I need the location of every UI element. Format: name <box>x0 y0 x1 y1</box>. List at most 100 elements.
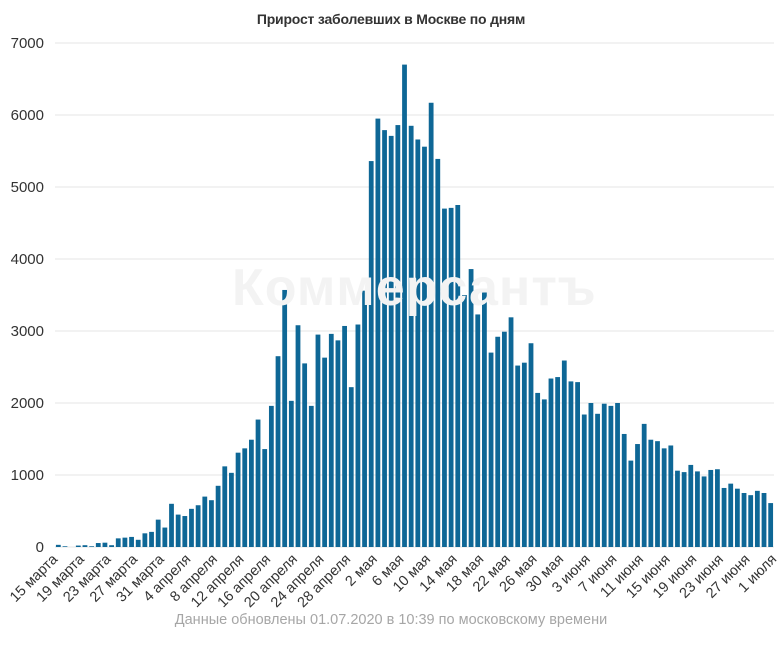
bar <box>355 324 361 547</box>
bar <box>129 536 134 547</box>
bar <box>488 352 494 547</box>
y-tick-label: 2000 <box>11 395 44 412</box>
bar <box>62 546 68 547</box>
y-axis-tick-labels: 0 1000 2000 3000 4000 5000 6000 7000 <box>11 35 44 556</box>
bar <box>695 471 700 547</box>
y-tick-label: 3000 <box>11 323 44 340</box>
bar <box>262 449 268 547</box>
bar <box>541 399 547 547</box>
bar <box>468 269 474 547</box>
bar <box>75 545 81 547</box>
y-tick-label: 1000 <box>11 467 44 484</box>
bar <box>348 387 354 547</box>
bar <box>575 382 580 547</box>
bar <box>721 487 727 547</box>
bar <box>169 503 174 547</box>
bar <box>628 460 634 547</box>
bar <box>661 448 667 547</box>
bar <box>295 325 301 547</box>
bar <box>428 102 434 547</box>
bar <box>734 488 740 547</box>
bar <box>508 317 514 547</box>
bar <box>761 493 767 547</box>
bar <box>202 496 208 547</box>
bar <box>548 378 554 547</box>
bar <box>229 472 234 547</box>
bar <box>482 292 487 547</box>
bar <box>495 336 501 547</box>
bar <box>455 205 461 547</box>
bar <box>368 161 374 547</box>
bar <box>322 357 328 547</box>
data-update-note: Данные обновлены 01.07.2020 в 10:39 по м… <box>174 612 608 628</box>
y-tick-label: 7000 <box>11 35 44 52</box>
bar <box>109 545 114 547</box>
bar <box>302 363 308 547</box>
bar <box>442 208 447 547</box>
bar <box>115 538 121 547</box>
bar <box>375 118 381 547</box>
bar <box>122 537 128 547</box>
bar <box>701 476 707 547</box>
bar <box>89 546 95 547</box>
bar <box>155 519 161 547</box>
bar <box>328 333 334 547</box>
y-tick-label: 6000 <box>11 107 44 124</box>
bar <box>275 356 281 547</box>
bar <box>475 314 481 547</box>
bar <box>588 403 594 547</box>
bar <box>288 400 294 547</box>
bar <box>748 495 754 547</box>
bar <box>768 503 774 547</box>
bar <box>142 533 148 547</box>
bar <box>222 466 228 547</box>
bar <box>501 331 507 547</box>
bar <box>408 125 414 548</box>
bar <box>235 452 241 547</box>
bars <box>55 64 774 548</box>
bar <box>342 325 347 547</box>
bar <box>635 444 640 547</box>
bar <box>255 419 261 547</box>
bar <box>521 362 527 547</box>
y-tick-label: 0 <box>36 539 44 556</box>
gridlines <box>55 42 774 548</box>
bar <box>189 508 194 547</box>
bar <box>535 392 541 547</box>
bar <box>422 146 427 547</box>
watermark: Коммерсантъ <box>232 259 597 317</box>
bar <box>268 405 274 547</box>
bar <box>601 403 607 547</box>
bar <box>515 365 521 547</box>
bar <box>308 405 314 547</box>
bar <box>209 500 214 547</box>
bar <box>242 448 248 547</box>
bar <box>95 543 101 547</box>
bar <box>708 469 714 547</box>
bar <box>102 542 108 547</box>
bar <box>55 544 61 547</box>
bar <box>528 343 534 547</box>
bar <box>135 539 141 547</box>
bar <box>675 470 680 547</box>
bar <box>82 545 88 547</box>
bar <box>568 381 574 547</box>
bar <box>728 483 734 547</box>
bar <box>149 531 154 547</box>
bar <box>621 433 627 547</box>
bar <box>415 139 421 548</box>
bar <box>641 423 647 547</box>
bar <box>195 505 201 547</box>
bar <box>595 413 600 547</box>
bar <box>382 130 387 547</box>
bar <box>282 289 288 547</box>
bar <box>555 377 561 547</box>
bar <box>581 414 587 547</box>
bar <box>561 360 567 547</box>
bar <box>615 403 620 547</box>
bar <box>681 472 687 547</box>
y-tick-label: 5000 <box>11 179 44 196</box>
bar <box>249 439 254 547</box>
